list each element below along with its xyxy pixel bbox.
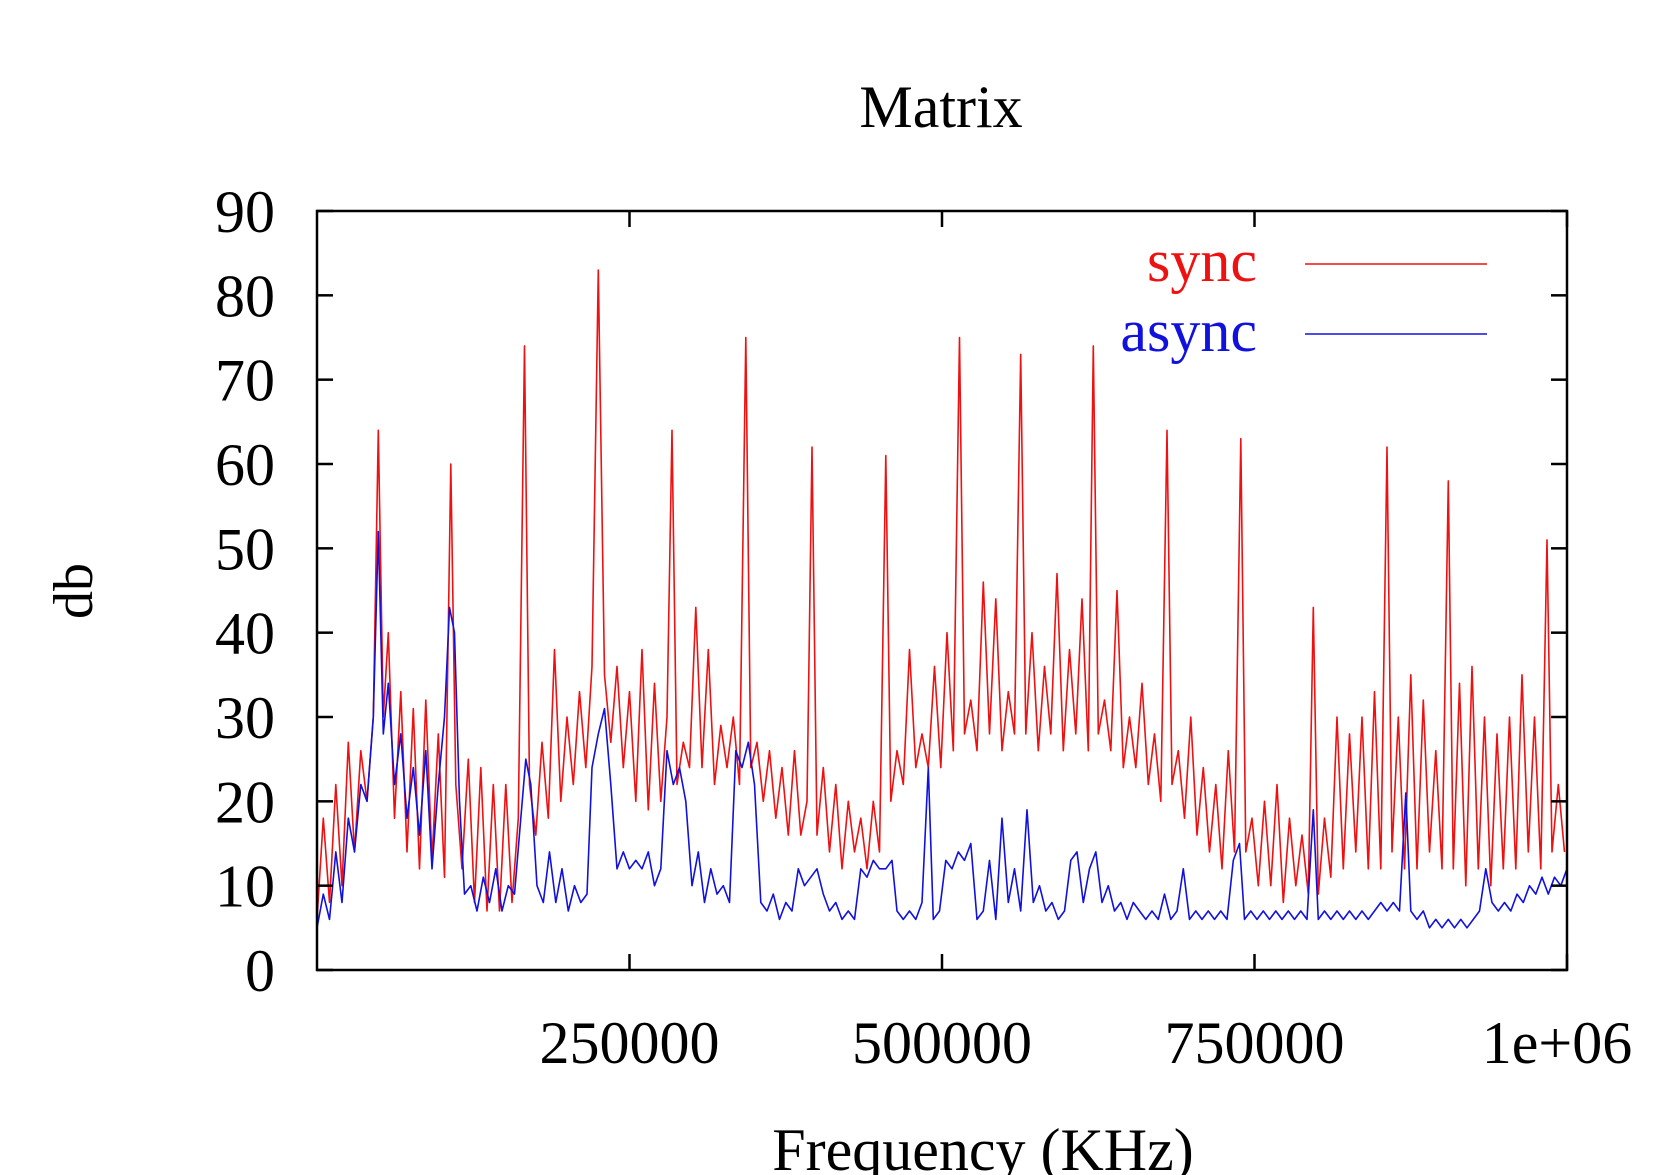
series-line-sync <box>316 269 1566 920</box>
x-axis-label: Frequency (KHz) <box>772 1117 1194 1175</box>
y-tick-label: 90 <box>215 179 275 245</box>
y-tick-label: 30 <box>215 685 275 751</box>
legend-label-async: async <box>1120 298 1257 364</box>
chart-title: Matrix <box>859 74 1022 140</box>
y-tick-label: 80 <box>215 263 275 329</box>
y-tick-label: 10 <box>215 854 275 920</box>
legend-label-sync: sync <box>1147 228 1257 294</box>
y-tick-label: 70 <box>215 348 275 414</box>
y-tick-label: 0 <box>245 938 275 1004</box>
y-tick-label: 20 <box>215 769 275 835</box>
x-tick-label: 750000 <box>1165 1010 1345 1076</box>
plot-area <box>315 209 1569 972</box>
y-axis-label: db <box>43 563 105 619</box>
plot-frame <box>315 209 1569 972</box>
y-tick-label: 50 <box>215 516 275 582</box>
y-tick-label: 40 <box>215 601 275 667</box>
y-tick-label: 60 <box>215 432 275 498</box>
x-tick-label: 1e+06 <box>1482 1010 1632 1076</box>
x-tick-label: 500000 <box>852 1010 1032 1076</box>
series-line-async <box>316 530 1568 929</box>
y-axis-ticks: 0 10 20 30 40 50 60 70 80 90 <box>215 179 1567 1004</box>
x-tick-label: 250000 <box>540 1010 720 1076</box>
x-axis-ticks: 250000 500000 750000 1e+06 <box>540 211 1632 1076</box>
